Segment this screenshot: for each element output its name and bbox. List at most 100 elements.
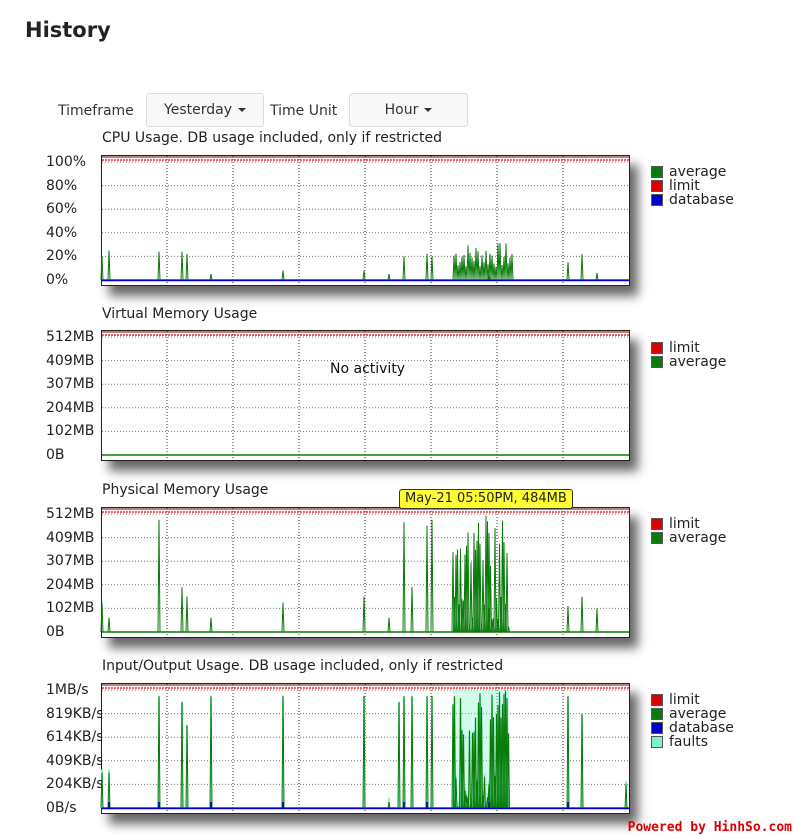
average-mark [492,717,495,809]
average-mark [281,602,285,633]
average-mark [462,255,466,281]
average-mark [505,553,509,633]
average-mark [425,695,429,809]
legend-pmem: limit average [651,517,726,545]
page-title: History [25,18,111,42]
legend-item-database: database [651,193,734,207]
average-mark [466,245,470,281]
ytick-label: 409MB [46,352,95,369]
average-mark [498,543,501,633]
caret-down-icon [237,108,246,112]
average-mark [397,701,401,809]
legend-item-limit: limit [651,517,726,531]
legend-label: average [669,164,727,180]
legend-item-average: average [651,707,734,721]
average-mark [580,254,584,281]
chart-svg-vmem [101,330,630,461]
average-mark [387,617,391,633]
average-mark [493,527,497,633]
average-mark [566,695,570,809]
timeunit-dropdown[interactable]: Hour [349,93,468,127]
legend-swatch [651,736,663,748]
average-mark [496,243,500,281]
average-mark [100,772,104,809]
average-mark [157,251,161,281]
timeframe-value: Yesterday [164,102,232,118]
average-mark [209,274,213,281]
average-mark [180,587,184,633]
ytick-label: 512MB [46,329,95,345]
average-mark [502,256,506,281]
average-mark [451,552,455,633]
chart-title-io: Input/Output Usage. DB usage included, o… [102,658,504,674]
legend-label: limit [669,692,700,708]
ytick-label: 409KB/s [46,752,102,769]
average-mark [507,733,510,809]
average-mark [209,695,213,809]
average-mark [472,260,476,281]
average-mark [502,542,506,633]
average-mark [480,707,483,809]
ytick-label: 0% [46,272,69,288]
legend-item-faults: faults [651,735,734,749]
average-mark [468,252,472,281]
average-mark [480,255,484,281]
legend-swatch [651,532,663,544]
legend-item-average: average [651,355,726,369]
average-mark [498,243,502,281]
average-mark [430,695,434,809]
ytick-label: 80% [46,177,78,194]
ytick-label: 512MB [46,506,95,522]
average-mark [362,695,366,809]
legend-swatch [651,166,663,178]
average-mark [474,717,477,809]
average-mark [362,596,366,633]
ytick-label: 819KB/s [46,705,102,722]
average-mark [482,262,486,281]
average-mark [504,243,508,281]
average-mark [107,617,111,633]
legend-swatch [651,356,663,368]
average-mark [481,560,485,633]
ytick-label: 409MB [46,529,95,546]
legend-item-limit: limit [651,179,734,193]
average-mark [486,264,490,281]
average-mark [410,587,414,633]
legend-swatch [651,708,663,720]
ytick-label: 100% [46,154,87,170]
average-mark [478,266,482,281]
average-mark [500,265,504,281]
legend-label: database [669,720,734,736]
timeframe-label: Timeframe [58,103,134,119]
footer-credit[interactable]: Powered by HinhSo.com [627,820,792,835]
average-mark [474,247,478,281]
chart-plot-pmem [100,507,630,638]
average-mark [454,253,458,281]
average-mark [459,548,462,633]
average-mark [488,253,492,281]
average-mark [510,253,514,281]
legend-swatch [651,180,663,192]
chart-title-pmem: Physical Memory Usage [102,482,269,498]
legend-swatch [651,722,663,734]
average-mark [430,256,434,281]
average-mark [157,695,161,809]
legend-swatch [651,342,663,354]
average-mark [478,543,482,633]
timeframe-dropdown[interactable]: Yesterday [146,93,264,127]
average-mark [402,256,406,281]
average-mark [458,261,462,281]
hover-tooltip: May-21 05:50PM, 484MB [399,489,573,509]
average-mark [387,802,391,809]
average-mark [489,565,492,633]
ytick-label: 204MB [46,399,95,416]
average-mark [469,562,473,633]
legend-item-limit: limit [651,341,726,355]
chart-plot-io [100,683,630,814]
average-mark [430,519,434,633]
ytick-label: 307MB [46,553,95,570]
average-mark [484,250,488,281]
ytick-label: 204MB [46,576,95,593]
legend-label: limit [669,340,700,356]
ytick-label: 204KB/s [46,776,102,793]
